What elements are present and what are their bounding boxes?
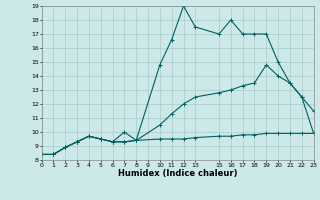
- X-axis label: Humidex (Indice chaleur): Humidex (Indice chaleur): [118, 169, 237, 178]
